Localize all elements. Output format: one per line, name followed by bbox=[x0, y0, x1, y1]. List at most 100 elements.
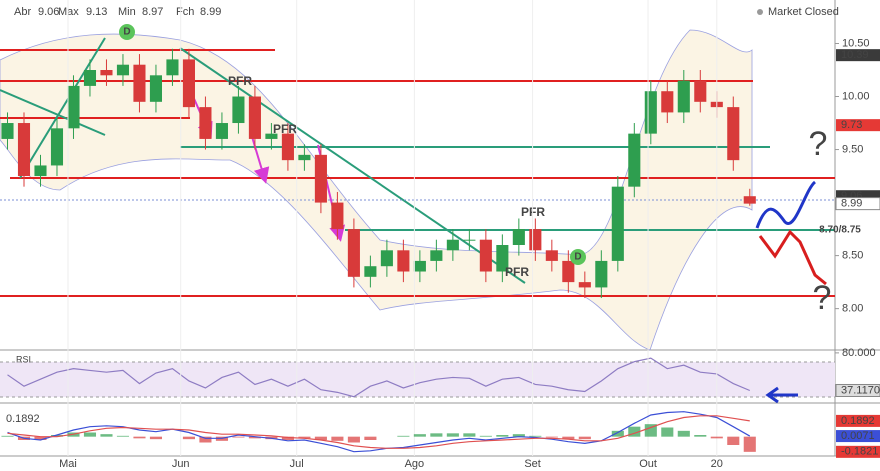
candle-body bbox=[331, 202, 344, 230]
x-tick-label: Ago bbox=[405, 458, 425, 470]
histogram-bar bbox=[100, 434, 113, 437]
histogram-bar bbox=[397, 435, 410, 437]
candle-body bbox=[644, 91, 657, 134]
x-tick-label: Out bbox=[639, 458, 657, 470]
price-marker-label: -0.1821 bbox=[841, 446, 878, 458]
histogram-bar bbox=[677, 430, 690, 437]
price-marker bbox=[836, 414, 880, 427]
price-marker bbox=[836, 49, 880, 62]
rsi-band bbox=[0, 362, 835, 397]
ohlc-label: Fch bbox=[176, 6, 194, 18]
histogram-bar bbox=[182, 436, 195, 440]
trend-line bbox=[179, 47, 526, 284]
x-tick-label: Set bbox=[524, 458, 541, 470]
histogram-bar bbox=[562, 436, 575, 440]
candle-body bbox=[628, 133, 641, 187]
price-marker-label: 0.0071 bbox=[841, 430, 875, 442]
price-marker bbox=[836, 445, 880, 458]
annotation: 8.70/8.75 bbox=[819, 225, 861, 236]
trend-line bbox=[19, 37, 106, 179]
candle-body bbox=[397, 250, 410, 272]
histogram-bar bbox=[232, 436, 245, 438]
annotation: PFR bbox=[228, 74, 252, 88]
candle-body bbox=[149, 75, 163, 102]
candle-body bbox=[248, 96, 261, 139]
candle-body bbox=[529, 229, 542, 251]
candle-body bbox=[512, 229, 525, 245]
histogram-bar bbox=[611, 430, 624, 437]
y-tick-label: 10.00 bbox=[842, 90, 870, 102]
y-tick-label: 8.50 bbox=[842, 250, 863, 262]
series-line bbox=[7, 357, 751, 398]
candle-body bbox=[562, 260, 575, 283]
candle-body bbox=[265, 133, 278, 139]
candle-body bbox=[166, 59, 179, 76]
histogram-bar bbox=[727, 436, 740, 445]
x-tick-label: 20 bbox=[711, 458, 723, 470]
ohlc-label: Max bbox=[58, 6, 79, 18]
candle-body bbox=[281, 133, 294, 161]
price-marker bbox=[835, 383, 880, 397]
series-line bbox=[7, 415, 750, 449]
trend-line bbox=[0, 89, 106, 136]
price-marker-label: 0.1892 bbox=[841, 415, 875, 427]
candle-body bbox=[611, 186, 624, 261]
status-dot bbox=[757, 9, 763, 15]
annotation: D bbox=[123, 27, 130, 38]
histogram-bar bbox=[628, 426, 641, 437]
histogram-bar bbox=[710, 436, 723, 439]
price-marker bbox=[836, 430, 880, 443]
candle-body bbox=[199, 107, 212, 139]
ohlc-value: 9.06 bbox=[38, 6, 59, 18]
signal-dot bbox=[570, 249, 586, 265]
candle-body bbox=[83, 70, 97, 86]
histogram-bar bbox=[116, 435, 130, 437]
histogram-bar bbox=[248, 436, 261, 439]
x-tick-label: Jun bbox=[172, 458, 190, 470]
candle-body bbox=[347, 229, 360, 277]
candle-body bbox=[446, 239, 459, 251]
histogram-bar bbox=[512, 434, 525, 437]
annotation: D bbox=[574, 252, 581, 263]
histogram-bar bbox=[446, 433, 459, 437]
candle-body bbox=[694, 80, 707, 102]
x-tick-label: Mai bbox=[59, 458, 77, 470]
histogram-bar bbox=[479, 435, 492, 437]
histogram-bar bbox=[149, 436, 163, 440]
price-marker bbox=[835, 197, 880, 211]
candle-body bbox=[430, 250, 443, 261]
histogram-bar bbox=[463, 433, 476, 437]
histogram-bar bbox=[281, 436, 294, 440]
annotation: PFR bbox=[505, 265, 529, 279]
candle-body bbox=[67, 85, 80, 129]
panel-title: 0.1892 bbox=[6, 413, 40, 425]
histogram-bar bbox=[1, 435, 14, 437]
candle-body bbox=[479, 239, 492, 272]
market-status: Market Closed bbox=[768, 6, 839, 18]
candle-body bbox=[413, 260, 426, 272]
histogram-bar bbox=[661, 427, 674, 437]
histogram-bar bbox=[347, 436, 360, 443]
projection-up bbox=[755, 180, 817, 229]
histogram-bar bbox=[644, 424, 657, 437]
price-marker-label: 9.73 bbox=[841, 119, 862, 131]
candle-body bbox=[595, 260, 608, 288]
price-marker-label: 8.99 bbox=[841, 198, 862, 210]
histogram-bar bbox=[545, 436, 558, 438]
x-tick-label: Jul bbox=[290, 458, 304, 470]
price-marker-label: 37.1170 bbox=[841, 384, 880, 396]
candle-body bbox=[496, 245, 509, 272]
histogram-bar bbox=[743, 436, 756, 452]
histogram-bar bbox=[34, 436, 47, 440]
candle-body bbox=[380, 250, 393, 267]
annotation: PFR bbox=[521, 205, 545, 219]
drawings bbox=[0, 37, 835, 404]
y-tick-label: 10.50 bbox=[842, 37, 870, 49]
histogram-bar bbox=[364, 436, 377, 440]
candle-body bbox=[100, 70, 113, 76]
candle-body bbox=[727, 107, 740, 161]
candle-body bbox=[578, 282, 591, 288]
ohlc-label: Abr bbox=[14, 6, 31, 18]
signal-dot bbox=[119, 24, 135, 40]
